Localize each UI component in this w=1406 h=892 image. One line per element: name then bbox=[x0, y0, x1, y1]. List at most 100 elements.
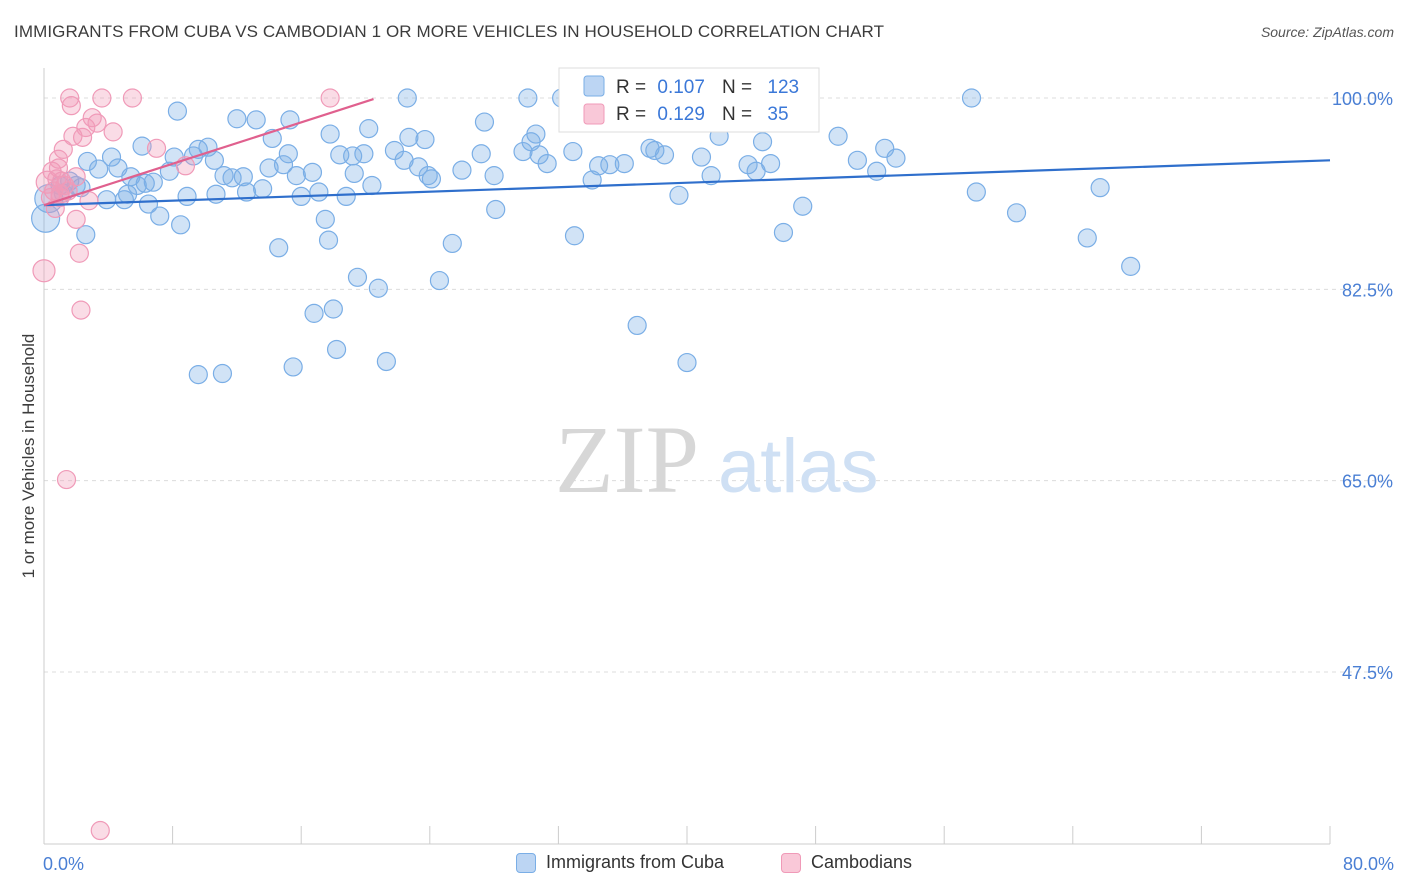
cuba-point-56 bbox=[362, 175, 382, 196]
legend-item-cuba[interactable]: Immigrants from Cuba bbox=[516, 852, 724, 873]
cuba-point-48 bbox=[315, 209, 335, 229]
cuba-point-53 bbox=[344, 163, 364, 184]
cuba-point-105 bbox=[1121, 256, 1141, 276]
trend-lines bbox=[43, 98, 1331, 207]
watermark-zip: ZIP bbox=[555, 406, 699, 513]
cam-point-17 bbox=[66, 209, 86, 229]
y-axis-title: 1 or more Vehicles in Household bbox=[19, 334, 38, 579]
cam-point-26 bbox=[103, 122, 123, 142]
cuba-point-93 bbox=[760, 154, 781, 174]
cuba-point-106 bbox=[347, 267, 368, 287]
cuba-point-99 bbox=[886, 148, 906, 168]
cuba-point-65 bbox=[452, 160, 472, 180]
legend-n-label-2: N = bbox=[722, 104, 752, 125]
cuba-point-111 bbox=[627, 315, 647, 336]
cuba-point-11 bbox=[101, 147, 122, 167]
cuba-point-59 bbox=[397, 88, 417, 108]
cuba-point-39 bbox=[259, 158, 279, 178]
legend-swatch-cuba-bottom bbox=[516, 852, 536, 873]
cuba-point-32 bbox=[214, 166, 234, 186]
series-cambodian-points bbox=[32, 88, 340, 841]
y-tick-label-2: 82.5% bbox=[1342, 280, 1393, 300]
cam-point-15 bbox=[61, 96, 81, 116]
cuba-point-70 bbox=[513, 141, 533, 162]
cuba-point-31 bbox=[206, 184, 226, 204]
cuba-point-102 bbox=[1006, 203, 1027, 223]
chart-title: IMMIGRANTS FROM CUBA VS CAMBODIAN 1 OR M… bbox=[14, 22, 885, 41]
legend-n-value-2: 35 bbox=[767, 104, 788, 125]
cam-point-32 bbox=[48, 149, 69, 169]
cuba-point-112 bbox=[326, 339, 347, 360]
cuba-point-7 bbox=[76, 225, 96, 245]
cuba-point-117 bbox=[677, 352, 697, 373]
legend-r-value-2: 0.129 bbox=[657, 104, 705, 125]
cuba-point-13 bbox=[114, 190, 134, 210]
cuba-point-101 bbox=[966, 182, 986, 202]
cam-point-22 bbox=[79, 191, 99, 211]
y-tick-label-1: 65.0% bbox=[1342, 472, 1393, 492]
cam-point-24 bbox=[87, 113, 107, 133]
chart-source: Source: ZipAtlas.com bbox=[1260, 24, 1394, 40]
cuba-point-18 bbox=[135, 173, 155, 193]
x-tick-label-left: 0.0% bbox=[43, 854, 84, 874]
axes bbox=[43, 68, 1331, 845]
cuba-point-120 bbox=[442, 233, 462, 254]
cuba-point-90 bbox=[738, 155, 758, 175]
cam-point-27 bbox=[122, 88, 143, 108]
cuba-point-97 bbox=[867, 161, 887, 181]
y-tick-labels: 47.5% 65.0% 82.5% 100.0% bbox=[1332, 89, 1393, 683]
cam-point-31 bbox=[90, 820, 110, 841]
cuba-point-66 bbox=[471, 144, 491, 164]
svg-text:N = 123: N = 123 bbox=[722, 77, 799, 98]
legend-swatch-cambodians-bottom bbox=[781, 852, 801, 873]
cuba-point-42 bbox=[278, 144, 298, 164]
cuba-point-75 bbox=[537, 154, 557, 174]
cam-point-25 bbox=[92, 88, 112, 108]
cuba-point-115 bbox=[283, 357, 303, 377]
cuba-point-21 bbox=[150, 206, 170, 226]
cuba-point-60 bbox=[399, 127, 419, 147]
cuba-point-82 bbox=[614, 154, 634, 174]
cuba-point-92 bbox=[752, 132, 773, 152]
cuba-point-116 bbox=[376, 351, 396, 372]
cuba-point-88 bbox=[701, 166, 721, 186]
y-tick-label-0: 47.5% bbox=[1342, 663, 1393, 683]
cuba-point-77 bbox=[563, 141, 583, 162]
cuba-point-17 bbox=[132, 136, 152, 156]
cuba-point-81 bbox=[600, 155, 620, 175]
legend-swatch-cambodian bbox=[583, 103, 605, 125]
cuba-point-119 bbox=[269, 238, 289, 258]
cuba-point-20 bbox=[143, 172, 163, 192]
cuba-point-47 bbox=[309, 182, 329, 202]
cuba-point-64 bbox=[421, 169, 442, 189]
cuba-point-30 bbox=[204, 150, 224, 170]
cuba-point-67 bbox=[474, 112, 495, 132]
legend-n-label-1: N = bbox=[722, 77, 752, 98]
legend-item-cambodians[interactable]: Cambodians bbox=[781, 852, 912, 873]
y-axis-label: 1 or more Vehicles in Household bbox=[19, 334, 38, 579]
cuba-point-103 bbox=[1077, 228, 1097, 248]
cam-point-1 bbox=[35, 170, 59, 194]
cuba-point-24 bbox=[167, 101, 188, 121]
cuba-point-25 bbox=[171, 215, 191, 235]
cuba-point-16 bbox=[127, 175, 147, 196]
cuba-point-85 bbox=[654, 145, 675, 165]
cuba-point-87 bbox=[691, 147, 712, 167]
cuba-point-121 bbox=[564, 226, 585, 246]
legend-r-label-1: R = bbox=[616, 77, 646, 98]
cuba-point-96 bbox=[847, 150, 867, 170]
cuba-point-113 bbox=[188, 365, 208, 385]
cam-point-12 bbox=[56, 469, 77, 490]
cuba-point-73 bbox=[526, 124, 546, 144]
cuba-point-55 bbox=[359, 119, 379, 139]
legend-box: R = 0.107 N = 123 R = 0.129 N = 35 bbox=[558, 67, 820, 133]
legend-label-cuba: Immigrants from Cuba bbox=[546, 852, 725, 872]
cuba-point-108 bbox=[429, 270, 450, 291]
legend-r-value-1: 0.107 bbox=[657, 77, 705, 98]
cuba-point-38 bbox=[253, 179, 273, 199]
cuba-point-44 bbox=[286, 166, 306, 186]
cuba-point-37 bbox=[246, 110, 266, 130]
x-tick-label-right: 80.0% bbox=[1343, 854, 1394, 874]
cuba-point-9 bbox=[89, 159, 109, 179]
